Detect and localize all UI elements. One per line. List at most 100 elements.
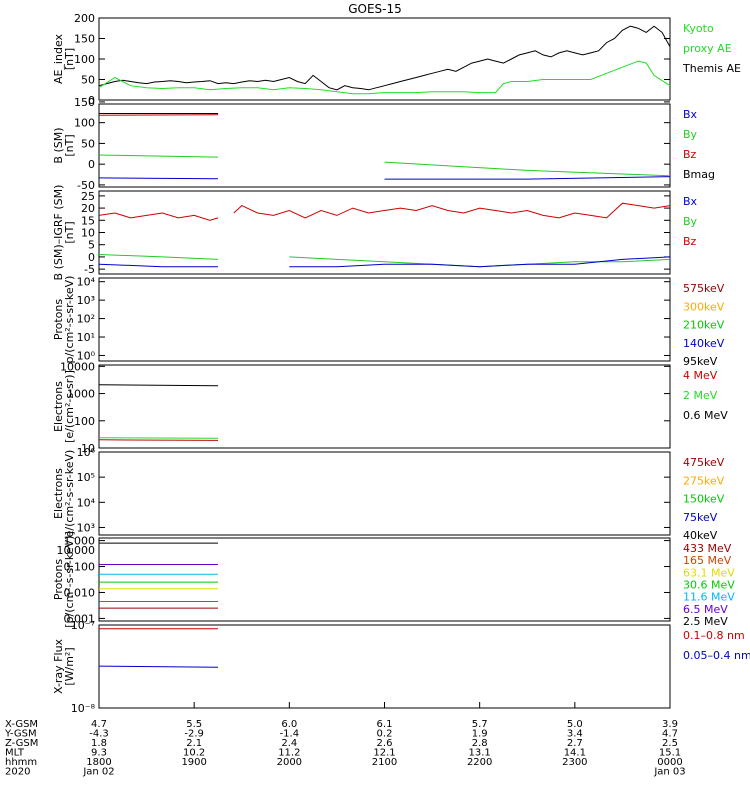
legend-entry: Bmag xyxy=(683,168,715,181)
ephemeris-value: 1.9 xyxy=(472,729,488,740)
ephemeris-value: 2.1 xyxy=(186,738,202,749)
panel-ae: 200 150 100 50 0 AE_index[nT] Kyoto proxy AE The… xyxy=(52,12,741,107)
y-tick-label: 25 xyxy=(81,190,95,203)
legend-entry: 0.1–0.8 nm xyxy=(683,629,745,642)
y-axis-label: [nT] xyxy=(63,48,76,70)
panel-frame xyxy=(98,277,671,362)
y-axis-label: Protons xyxy=(52,559,65,600)
panel-protons_mev: 1.000 0.100 0.010 0.001 10.000 Protons[p/(cm²… xyxy=(52,531,735,628)
y-tick-label: -5 xyxy=(84,263,95,276)
y-tick-label: 0 xyxy=(88,158,95,171)
panel-bsm: 150 100 50 0 -50 B (SM)[nT] Bx By Bz Bmag xyxy=(52,96,715,192)
ephemeris-value: 6.1 xyxy=(377,719,393,730)
time-axis: X-GSM 4.7 5.5 6.0 6.1 5.7 5.0 3.9 Y-GSM -4.3 -2.9 -… xyxy=(4,702,686,778)
ephemeris-value: 15.1 xyxy=(659,748,681,759)
panel-frame xyxy=(98,537,671,622)
y-axis-label: [p/(cm²-s-sr-keV)] xyxy=(63,531,76,628)
y-axis-label: B (SM) xyxy=(52,127,65,163)
y-axis-label: AE_index xyxy=(52,33,65,84)
ephemeris-value: 2.8 xyxy=(472,738,488,749)
ephemeris-value: 3.4 xyxy=(567,729,583,740)
y-tick-label: 10 xyxy=(81,442,95,455)
y-tick-label: 10⁴ xyxy=(77,496,96,509)
ephemeris-value: 2000 xyxy=(277,757,302,768)
plot-title: GOES-15 xyxy=(348,2,402,16)
ephemeris-value: 5.5 xyxy=(186,719,202,730)
y-tick-label: 10³ xyxy=(77,521,95,534)
y-tick-label: 10.000 xyxy=(57,544,96,557)
y-axis-label: X-ray Flux xyxy=(52,638,65,694)
y-tick-label: 10000 xyxy=(60,360,95,373)
legend-entry: 140keV xyxy=(683,337,725,350)
legend-entry: 0.6 MeV xyxy=(683,409,728,422)
series-line xyxy=(98,176,671,180)
series-line xyxy=(99,113,670,114)
legend-entry: proxy AE xyxy=(683,42,732,55)
ephemeris-value: 11.2 xyxy=(278,748,300,759)
series-line xyxy=(99,666,670,667)
y-axis-label: Electrons xyxy=(52,468,65,519)
y-axis-label: Protons xyxy=(52,299,65,340)
series-line xyxy=(98,254,671,268)
y-tick-label: 0.001 xyxy=(64,612,96,625)
ephemeris-value: 2.5 xyxy=(662,738,678,749)
ephemeris-value: -4.3 xyxy=(89,729,109,740)
series-line xyxy=(99,436,670,438)
series-line xyxy=(98,256,671,268)
ephemeris-row-label: Z-GSM xyxy=(5,738,38,749)
series-line xyxy=(99,628,670,629)
y-tick-label: 50 xyxy=(81,74,95,87)
ephemeris-value: 1800 xyxy=(86,757,111,768)
y-tick-label: 15 xyxy=(81,214,95,227)
ephemeris-value: 2.7 xyxy=(567,738,583,749)
y-axis-label: B (SM)–IGRF (SM) xyxy=(52,185,65,281)
y-tick-label: 10¹ xyxy=(77,331,95,344)
legend-entry: Bz xyxy=(683,235,697,248)
legend-entry: Kyoto xyxy=(683,22,714,35)
ephemeris-value: 4.7 xyxy=(662,729,678,740)
y-tick-label: 150 xyxy=(74,96,95,109)
y-tick-label: 0.010 xyxy=(64,586,96,599)
panel-frame xyxy=(98,103,671,188)
ephemeris-value: 4.7 xyxy=(91,719,107,730)
y-axis-label: [nT] xyxy=(63,134,76,156)
legend-entry: 2 MeV xyxy=(683,389,718,402)
series-line xyxy=(99,385,670,386)
y-axis-label: [nT] xyxy=(63,221,76,243)
ephemeris-value: 0000 xyxy=(657,757,682,768)
y-tick-label: 50 xyxy=(81,137,95,150)
legend-entry: 300keV xyxy=(683,300,725,313)
y-tick-label: 10 xyxy=(81,227,95,240)
ephemeris-value: 14.1 xyxy=(564,748,586,759)
y-tick-label: 100 xyxy=(74,415,95,428)
y-tick-label: 5 xyxy=(88,239,95,252)
ephemeris-row-label: MLT xyxy=(5,748,25,759)
legend-entry: 575keV xyxy=(683,282,725,295)
y-tick-label: 10⁻⁷ xyxy=(71,619,95,632)
legend-entry: 165 MeV xyxy=(683,554,732,567)
legend-entry: 2.5 MeV xyxy=(683,615,728,628)
panel-xray: 10⁻⁷ 10⁻⁸ X-ray Flux[W/m²] 0.1–0.8 nm 0.05–0… xyxy=(52,619,750,715)
legend-entry: 0.05–0.4 nm xyxy=(683,649,750,662)
ephemeris-value: 1.8 xyxy=(91,738,107,749)
panel-electrons_mev: 10000 1000 100 10 Electrons[e/(cm²-s-sr)] 4 M… xyxy=(52,360,728,455)
y-tick-label: 10⁶ xyxy=(77,446,96,459)
legend-entry: 150keV xyxy=(683,493,725,506)
panel-frame xyxy=(98,451,671,536)
ephemeris-value: 13.1 xyxy=(469,748,491,759)
y-tick-label: 0 xyxy=(88,251,95,264)
legend-entry: 30.6 MeV xyxy=(683,579,735,592)
ephemeris-value: 5.0 xyxy=(567,719,583,730)
y-tick-label: 0 xyxy=(88,94,95,107)
y-tick-label: 150 xyxy=(74,33,95,46)
legend-entry: 4 MeV xyxy=(683,369,718,382)
y-axis-label: p/(cm²-s-sr-keV) xyxy=(63,276,76,364)
ephemeris-value: -1.4 xyxy=(280,729,300,740)
ephemeris-value: 9.3 xyxy=(91,748,107,759)
ephemeris-value: 2.4 xyxy=(281,738,297,749)
ephemeris-row-label: hhmm xyxy=(5,757,37,768)
ephemeris-row-label: 2020 xyxy=(5,767,30,778)
legend-entry: 433 MeV xyxy=(683,542,732,555)
